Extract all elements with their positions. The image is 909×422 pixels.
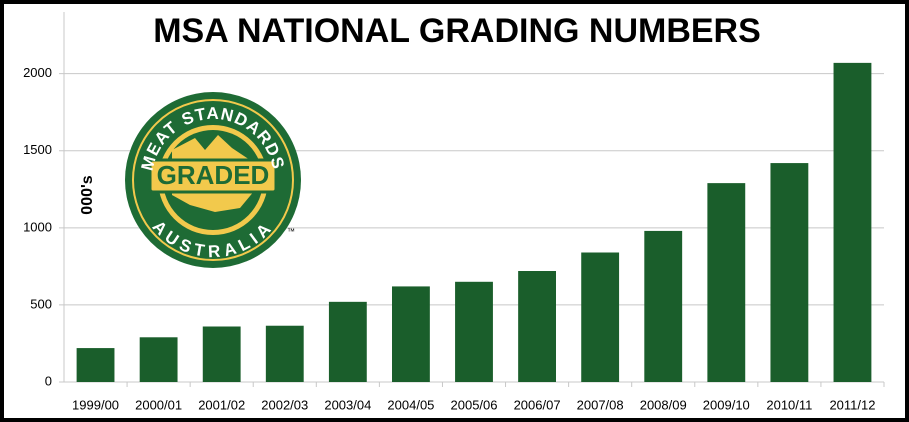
bar xyxy=(833,62,872,382)
logo-mark: ™ xyxy=(287,227,295,236)
x-tick-label: 2009/10 xyxy=(703,397,750,412)
x-tick-label: 2003/04 xyxy=(324,397,371,412)
x-tick-label: 2007/08 xyxy=(577,397,624,412)
bar xyxy=(455,281,493,382)
bar xyxy=(518,271,556,382)
bar xyxy=(265,325,304,382)
bar xyxy=(707,183,746,382)
y-tick-label: 1000 xyxy=(23,219,52,234)
x-tick-label: 2006/07 xyxy=(514,397,561,412)
bar xyxy=(76,348,115,382)
x-tick-label: 2008/09 xyxy=(640,397,687,412)
bar xyxy=(328,301,367,382)
y-axis-label: 000's xyxy=(79,175,96,215)
bar xyxy=(392,286,430,382)
logo-box xyxy=(148,158,278,194)
chart-title: MSA NATIONAL GRADING NUMBERS xyxy=(153,12,761,50)
logo-line xyxy=(132,99,294,261)
y-tick-label: 500 xyxy=(30,296,52,311)
x-tick-label: 2004/05 xyxy=(387,397,434,412)
logo: GRADED MEAT STANDARDS AUSTRALIA ™ xyxy=(125,92,301,268)
y-tick-label: 0 xyxy=(45,373,52,388)
bar xyxy=(581,252,620,382)
x-tick-label: 1999/00 xyxy=(72,397,119,412)
logo-center-text: GRADED xyxy=(157,160,270,190)
x-tick-label: 2010/11 xyxy=(766,397,812,412)
bar xyxy=(644,230,683,382)
x-tick-label: 2002/03 xyxy=(261,397,308,412)
y-tick-label: 1500 xyxy=(23,142,52,157)
x-tick-label: 2001/02 xyxy=(198,397,245,412)
bar xyxy=(202,326,241,382)
y-tick-label: 2000 xyxy=(23,65,52,80)
x-tick-label: 2005/06 xyxy=(451,397,498,412)
x-tick-label: 2000/01 xyxy=(135,397,182,412)
x-tick-label: 2011/12 xyxy=(829,397,875,412)
bar xyxy=(139,337,178,382)
bar xyxy=(770,163,809,382)
